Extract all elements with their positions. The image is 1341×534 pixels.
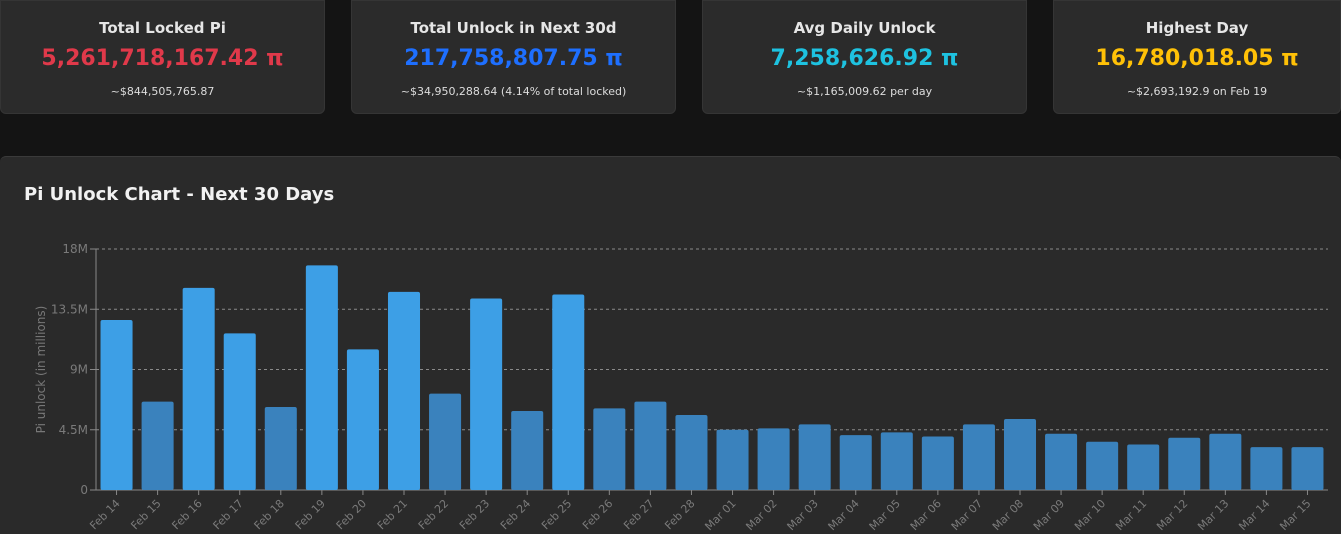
bar <box>1127 444 1160 490</box>
x-tick-label: Feb 18 <box>252 497 287 532</box>
bar <box>346 349 379 490</box>
bar <box>223 333 256 490</box>
x-tick-label: Mar 13 <box>1195 497 1231 533</box>
stat-value: 5,261,718,167.42 π <box>41 46 284 71</box>
x-tick-label: Feb 24 <box>498 497 533 532</box>
x-tick-label: Mar 07 <box>949 497 985 533</box>
x-tick-label: Feb 21 <box>375 497 410 532</box>
y-tick-label: 9M <box>70 363 88 377</box>
bar <box>962 424 995 490</box>
x-tick-label: Feb 27 <box>621 497 656 532</box>
stat-sub: ~$2,693,192.9 on Feb 19 <box>1126 85 1268 98</box>
bar <box>757 428 790 490</box>
x-tick-label: Mar 01 <box>702 497 738 533</box>
y-tick-label: 13.5M <box>51 302 88 316</box>
x-tick-label: Mar 03 <box>785 497 821 533</box>
bar <box>1209 433 1242 490</box>
x-tick-label: Mar 06 <box>908 497 944 533</box>
bar <box>1086 441 1119 490</box>
x-tick-label: Mar 08 <box>990 497 1026 533</box>
bar <box>798 424 831 490</box>
y-tick-label: 18M <box>62 242 88 256</box>
x-tick-label: Feb 14 <box>87 497 122 532</box>
bar <box>1168 437 1201 490</box>
x-tick-label: Mar 09 <box>1031 497 1067 533</box>
stat-value: 217,758,807.75 π <box>404 46 623 71</box>
x-tick-label: Feb 15 <box>128 497 163 532</box>
bar <box>880 432 913 490</box>
bar <box>470 298 503 490</box>
bar-chart: 0 4.5M 9M 13.5M 18M Pi unlock (in millions) Fe… <box>34 242 1328 533</box>
x-tick-label: Mar 12 <box>1154 497 1190 533</box>
bar <box>1045 433 1078 490</box>
stat-card-unlock-30d: Total Unlock in Next 30d 217,758,807.75 … <box>351 0 676 114</box>
x-tick-label: Mar 04 <box>826 497 862 533</box>
stat-card-highest-day: Highest Day 16,780,018.05 π ~$2,693,192.… <box>1053 0 1341 114</box>
x-tick-label: Feb 16 <box>169 497 204 532</box>
x-tick-label: Feb 25 <box>539 497 574 532</box>
stats-cards: Total Locked Pi 5,261,718,167.42 π ~$844… <box>0 0 1341 116</box>
bar <box>839 435 872 490</box>
stat-label: Highest Day <box>1145 19 1249 37</box>
x-tick-label: Mar 02 <box>743 497 779 533</box>
x-tick-label: Feb 19 <box>293 497 328 532</box>
stat-value: 7,258,626.92 π <box>770 46 959 71</box>
x-tick-label: Mar 15 <box>1277 497 1313 533</box>
stat-label: Avg Daily Unlock <box>793 19 936 37</box>
bar <box>716 429 749 490</box>
x-tick-label: Feb 28 <box>662 497 697 532</box>
stat-sub: ~$844,505,765.87 <box>110 85 215 98</box>
bar <box>182 287 215 490</box>
x-tick-label: Mar 14 <box>1236 497 1272 533</box>
x-tick-label: Feb 22 <box>416 497 451 532</box>
bar <box>634 401 667 490</box>
stat-label: Total Unlock in Next 30d <box>410 19 617 37</box>
chart-title: Pi Unlock Chart - Next 30 Days <box>24 184 335 205</box>
bar <box>264 406 297 490</box>
x-tick-label: Mar 10 <box>1072 497 1108 533</box>
bar <box>921 436 954 490</box>
bar <box>675 415 708 490</box>
y-tick-label: 0 <box>80 483 88 497</box>
chart-panel: Pi Unlock Chart - Next 30 Days 0 4.5M 9M 13… <box>0 156 1341 534</box>
x-tick-label: Feb 20 <box>334 497 369 532</box>
bar <box>1003 419 1037 490</box>
bar <box>1291 447 1324 490</box>
stat-sub: ~$1,165,009.62 per day <box>796 85 933 98</box>
bar <box>387 291 421 490</box>
x-tick-label: Feb 17 <box>211 497 246 532</box>
bar <box>305 265 338 490</box>
bar <box>100 319 133 490</box>
stat-sub: ~$34,950,288.64 (4.14% of total locked) <box>400 85 627 98</box>
x-tick-label: Mar 11 <box>1113 497 1149 533</box>
x-tick-label: Mar 05 <box>867 497 903 533</box>
stat-value: 16,780,018.05 π <box>1095 46 1299 71</box>
stat-card-avg-daily: Avg Daily Unlock 7,258,626.92 π ~$1,165,… <box>702 0 1027 114</box>
stat-label: Total Locked Pi <box>99 19 226 37</box>
bar <box>552 294 585 490</box>
y-tick-label: 4.5M <box>59 423 88 437</box>
x-tick-label: Feb 26 <box>580 497 615 532</box>
y-axis-label: Pi unlock (in millions) <box>34 306 48 434</box>
bar <box>429 393 462 490</box>
bar <box>141 401 174 490</box>
bar <box>1250 447 1283 490</box>
x-tick-label: Feb 23 <box>457 497 492 532</box>
stat-card-total-locked: Total Locked Pi 5,261,718,167.42 π ~$844… <box>0 0 325 114</box>
bar <box>511 411 544 490</box>
bar <box>593 408 626 490</box>
